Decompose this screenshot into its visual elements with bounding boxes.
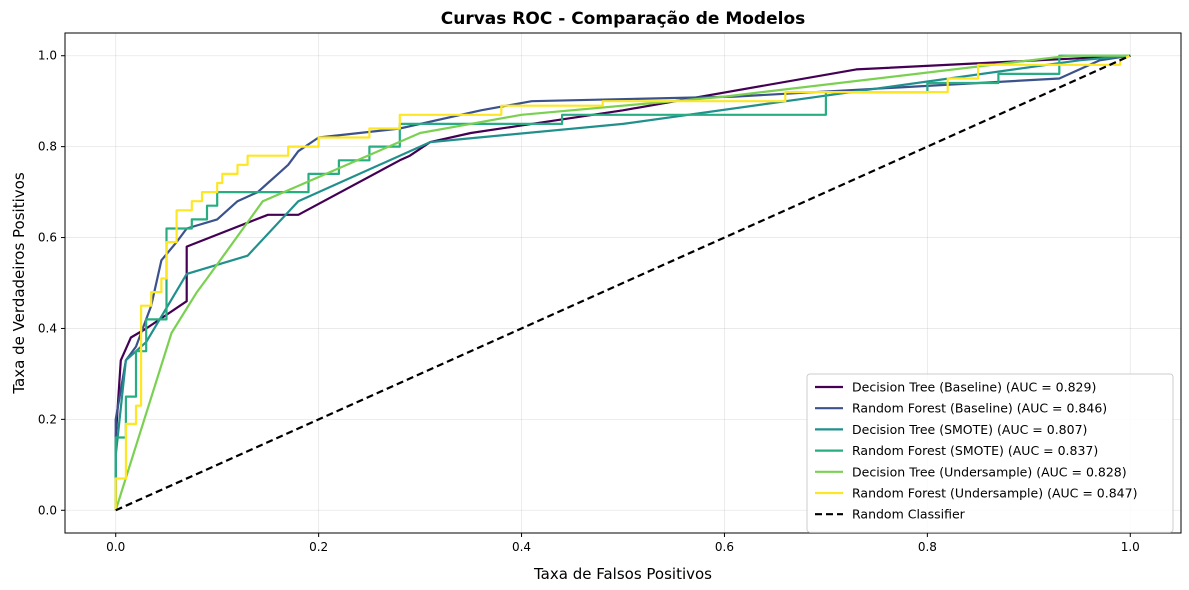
x-tick-label: 0.6 <box>715 540 734 554</box>
legend-label: Decision Tree (Undersample) (AUC = 0.828… <box>852 464 1127 479</box>
legend-label: Random Forest (Baseline) (AUC = 0.846) <box>852 401 1107 416</box>
legend-label: Decision Tree (SMOTE) (AUC = 0.807) <box>852 422 1087 437</box>
y-tick-label: 0.8 <box>38 140 57 154</box>
series-line-4 <box>114 54 1131 511</box>
legend-label: Random Forest (SMOTE) (AUC = 0.837) <box>852 443 1098 458</box>
y-tick-label: 0.2 <box>38 412 57 426</box>
x-tick-label: 0.8 <box>918 540 937 554</box>
x-tick-label: 0.4 <box>512 540 531 554</box>
axis-ticks: 0.0 0.2 0.4 0.6 0.8 1.0 0.0 0.2 0.4 0.6 0.8 1.0 <box>38 49 1140 554</box>
x-tick-label: 1.0 <box>1121 540 1140 554</box>
x-axis-label: Taxa de Falsos Positivos <box>533 565 712 583</box>
series-line-7 <box>115 54 1131 512</box>
legend-label: Random Forest (Undersample) (AUC = 0.847… <box>852 486 1137 501</box>
y-tick-label: 1.0 <box>38 49 57 63</box>
series-line-6 <box>114 54 1131 511</box>
legend-box <box>806 373 1174 533</box>
x-tick-label: 0.2 <box>309 540 328 554</box>
plot-frame <box>64 32 1182 534</box>
series-line-5 <box>114 54 1131 511</box>
series-line-1 <box>114 54 1131 511</box>
series-line-3 <box>114 54 1131 511</box>
series-lines <box>114 54 1131 512</box>
x-tick-label: 0.0 <box>106 540 125 554</box>
y-tick-label: 0.4 <box>38 321 57 335</box>
y-axis-label: Taxa de Verdadeiros Positivos <box>10 172 28 394</box>
legend: Decision Tree (Baseline) (AUC = 0.829) Ra… <box>806 373 1174 533</box>
y-tick-label: 0.0 <box>38 503 57 517</box>
legend-label: Decision Tree (Baseline) (AUC = 0.829) <box>852 380 1096 395</box>
grid <box>65 33 1181 533</box>
y-tick-label: 0.6 <box>38 231 57 245</box>
chart-title: Curvas ROC - Comparação de Modelos <box>441 9 806 29</box>
legend-label: Random Classifier <box>852 507 966 522</box>
